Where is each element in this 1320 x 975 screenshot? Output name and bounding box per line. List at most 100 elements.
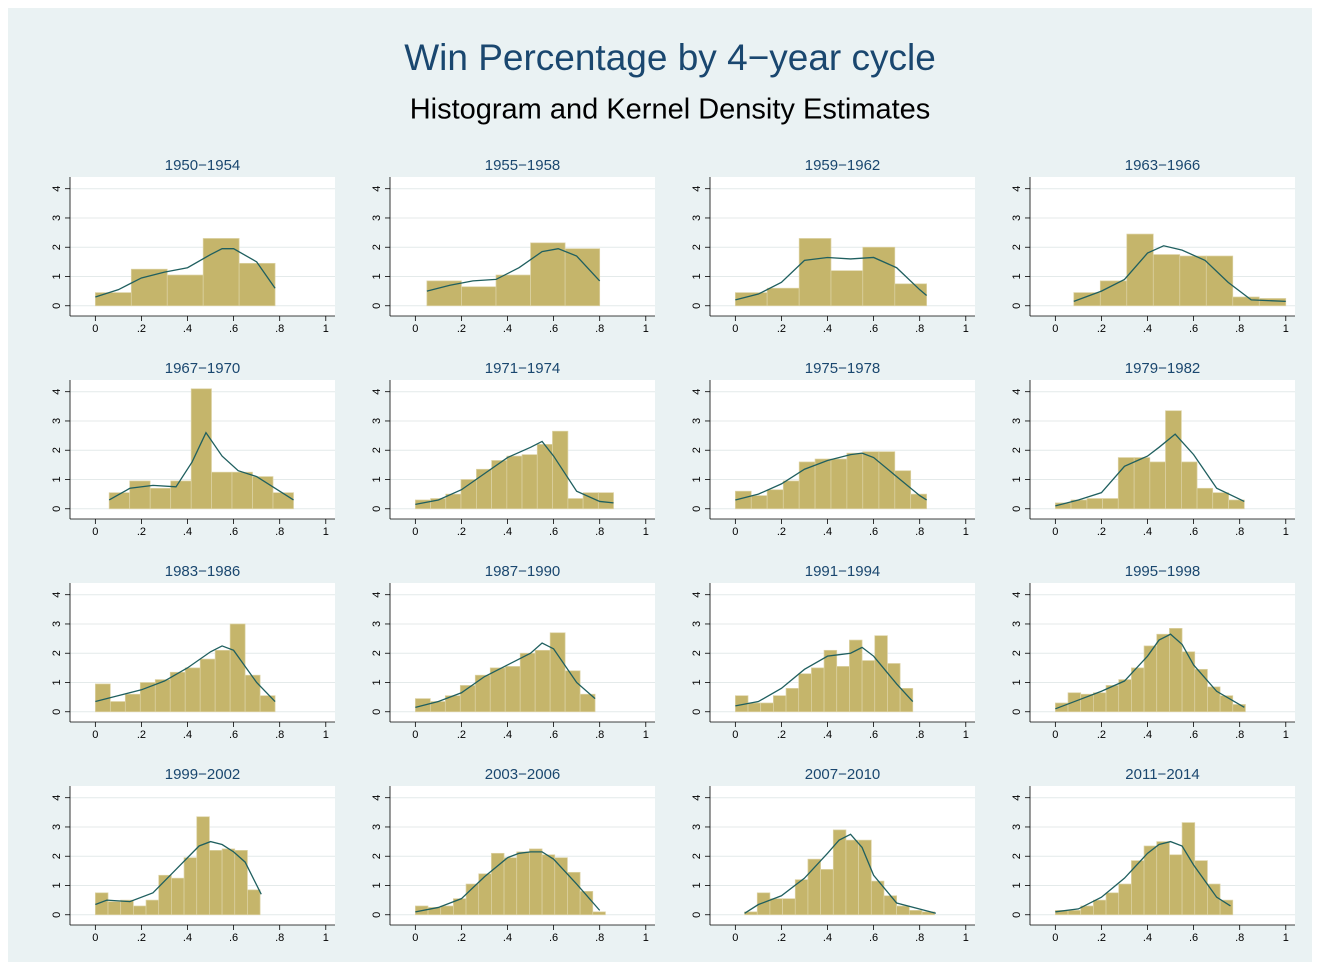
x-tick-label: 0: [1052, 526, 1058, 538]
panel-title: 1983−1986: [165, 563, 241, 580]
histogram-bar: [1165, 410, 1182, 510]
x-tick-label: 0: [1052, 729, 1058, 741]
histogram-bar: [211, 471, 233, 510]
histogram-bar: [536, 444, 553, 510]
x-tick-label: .6: [549, 932, 558, 944]
histogram-bar: [534, 649, 551, 713]
histogram-bar: [1219, 695, 1234, 713]
y-tick-label: 4: [51, 389, 63, 395]
histogram-bar: [747, 702, 762, 713]
y-tick-label: 0: [51, 506, 63, 512]
x-tick-label: .2: [137, 932, 146, 944]
y-tick-label: 3: [371, 824, 383, 830]
histogram-bar: [1179, 255, 1207, 307]
y-tick-label: 0: [51, 303, 63, 309]
histogram-bar: [567, 871, 581, 916]
x-tick-label: 1: [1283, 323, 1289, 335]
y-tick-label: 1: [51, 273, 63, 279]
y-tick-label: 1: [1011, 679, 1023, 685]
x-tick-label: 1: [643, 729, 649, 741]
histogram-bar: [908, 910, 923, 916]
histogram-bar: [811, 667, 825, 713]
x-tick-label: .8: [1235, 526, 1244, 538]
histogram-bar: [894, 283, 927, 307]
histogram-bar: [94, 292, 132, 307]
y-tick-label: 2: [51, 447, 63, 453]
x-tick-label: 0: [732, 323, 738, 335]
x-tick-label: 1: [643, 526, 649, 538]
x-tick-label: 0: [732, 729, 738, 741]
x-tick-label: .2: [777, 729, 786, 741]
histogram-bar: [874, 635, 888, 713]
histogram-bar: [910, 493, 927, 510]
histogram-bar: [1143, 845, 1158, 916]
x-tick-label: .8: [275, 526, 284, 538]
histogram-bar: [252, 476, 274, 510]
density-line: [426, 248, 601, 292]
y-tick-label: 1: [1011, 476, 1023, 482]
y-tick-label: 2: [371, 650, 383, 656]
histogram-bar: [769, 898, 783, 916]
x-tick-label: .4: [183, 526, 192, 538]
y-tick-label: 1: [51, 679, 63, 685]
x-tick-label: .4: [1143, 932, 1152, 944]
y-tick-label: 1: [691, 882, 703, 888]
histogram-bar: [814, 458, 832, 510]
histogram-bar: [1149, 461, 1166, 510]
y-tick-label: 2: [371, 244, 383, 250]
x-tick-label: .4: [823, 526, 832, 538]
density-line: [415, 642, 596, 709]
histogram-bar: [773, 695, 787, 713]
histogram-bar: [597, 492, 614, 510]
x-tick-label: 1: [323, 526, 329, 538]
x-tick-label: .2: [457, 323, 466, 335]
y-tick-label: 3: [691, 824, 703, 830]
y-tick-label: 0: [371, 303, 383, 309]
histogram-bar: [794, 879, 809, 916]
histogram-bar: [1212, 492, 1229, 510]
histogram-bar: [1126, 233, 1154, 307]
histogram-bar: [495, 274, 531, 307]
histogram-bar: [259, 695, 276, 713]
histogram-bar: [798, 461, 816, 510]
x-tick-label: .4: [183, 932, 192, 944]
histogram-bar: [896, 905, 910, 916]
x-tick-label: 0: [92, 323, 98, 335]
histogram-bar: [214, 649, 231, 713]
histogram-bar: [541, 854, 556, 916]
histogram-bar: [516, 851, 530, 916]
y-tick-label: 3: [1011, 621, 1023, 627]
histogram-bar: [169, 671, 186, 713]
histogram-bar: [798, 238, 832, 307]
histogram-bar: [820, 869, 834, 916]
panel-title: 1991−1994: [805, 563, 881, 580]
x-tick-label: 0: [1052, 932, 1058, 944]
y-tick-label: 4: [371, 389, 383, 395]
x-tick-label: .8: [595, 526, 604, 538]
y-tick-label: 0: [51, 912, 63, 918]
histogram-bar: [1169, 628, 1183, 713]
x-tick-label: 0: [92, 729, 98, 741]
y-tick-label: 1: [371, 679, 383, 685]
histogram-bar: [830, 270, 864, 307]
histogram-bar: [579, 693, 596, 713]
density-line: [1055, 840, 1231, 913]
histogram-bar: [503, 857, 518, 916]
y-tick-label: 0: [371, 912, 383, 918]
x-tick-label: .6: [869, 932, 878, 944]
histogram-bar: [145, 899, 160, 916]
histogram-bar: [894, 470, 912, 510]
y-tick-label: 3: [51, 621, 63, 627]
x-tick-label: 0: [1052, 323, 1058, 335]
histogram-bar: [766, 489, 784, 510]
histogram-bar: [1073, 292, 1101, 307]
panel-title: 1971−1974: [485, 360, 561, 377]
histogram-bar: [489, 667, 506, 713]
histogram-bar: [552, 430, 569, 510]
panel-title: 2011−2014: [1125, 766, 1199, 783]
x-tick-label: 1: [643, 932, 649, 944]
x-tick-label: 0: [92, 526, 98, 538]
y-tick-label: 4: [1011, 389, 1023, 395]
histogram-bar: [209, 850, 223, 916]
histogram-bar: [592, 911, 606, 916]
